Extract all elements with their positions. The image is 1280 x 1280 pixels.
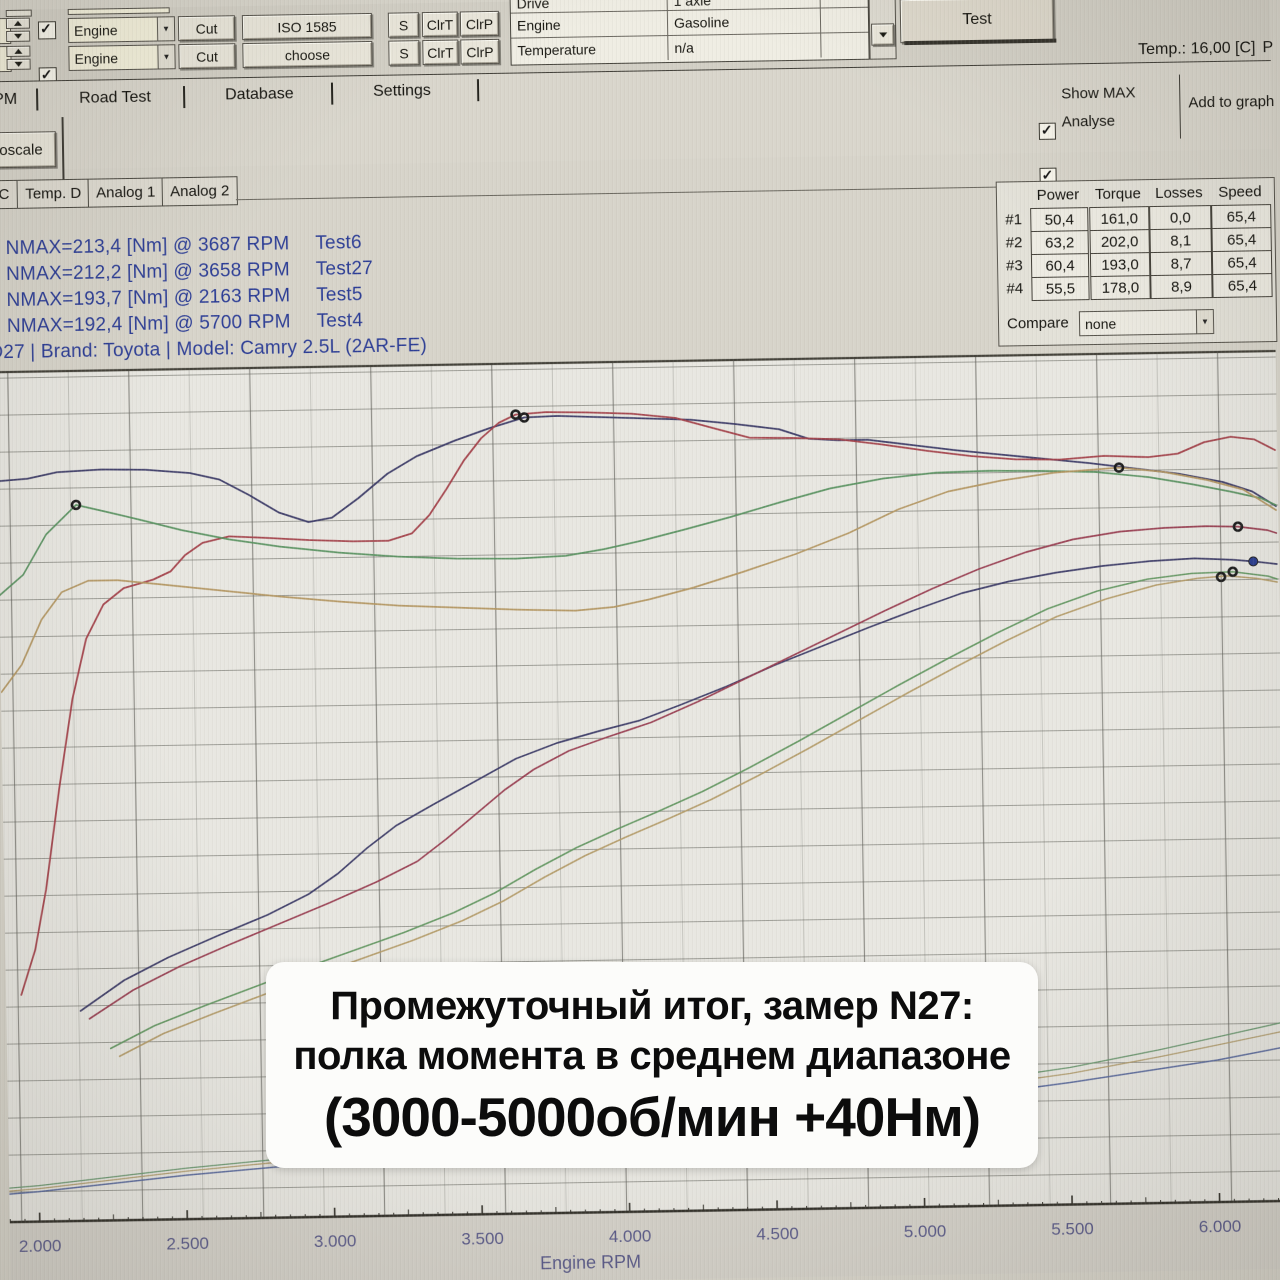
svg-text:6.000: 6.000 bbox=[1199, 1217, 1242, 1237]
svg-text:2.500: 2.500 bbox=[166, 1234, 209, 1254]
caption-line-1: Промежуточный итог, замер N27: bbox=[330, 984, 974, 1028]
caption-line-3: (3000-5000об/мин +40Нм) bbox=[323, 1086, 981, 1148]
svg-text:5.000: 5.000 bbox=[904, 1222, 947, 1242]
svg-text:5.500: 5.500 bbox=[1051, 1219, 1094, 1239]
svg-text:2.000: 2.000 bbox=[19, 1236, 62, 1256]
caption-overlay: Промежуточный итог, замер N27: полка мом… bbox=[266, 962, 1038, 1168]
svg-text:3.500: 3.500 bbox=[461, 1229, 504, 1249]
svg-text:4.500: 4.500 bbox=[756, 1224, 799, 1244]
svg-text:4.000: 4.000 bbox=[609, 1226, 652, 1246]
svg-text:3.000: 3.000 bbox=[314, 1231, 357, 1251]
caption-line-2: полка момента в среднем диапазоне bbox=[293, 1034, 1011, 1078]
svg-text:Engine RPM: Engine RPM bbox=[540, 1252, 641, 1274]
